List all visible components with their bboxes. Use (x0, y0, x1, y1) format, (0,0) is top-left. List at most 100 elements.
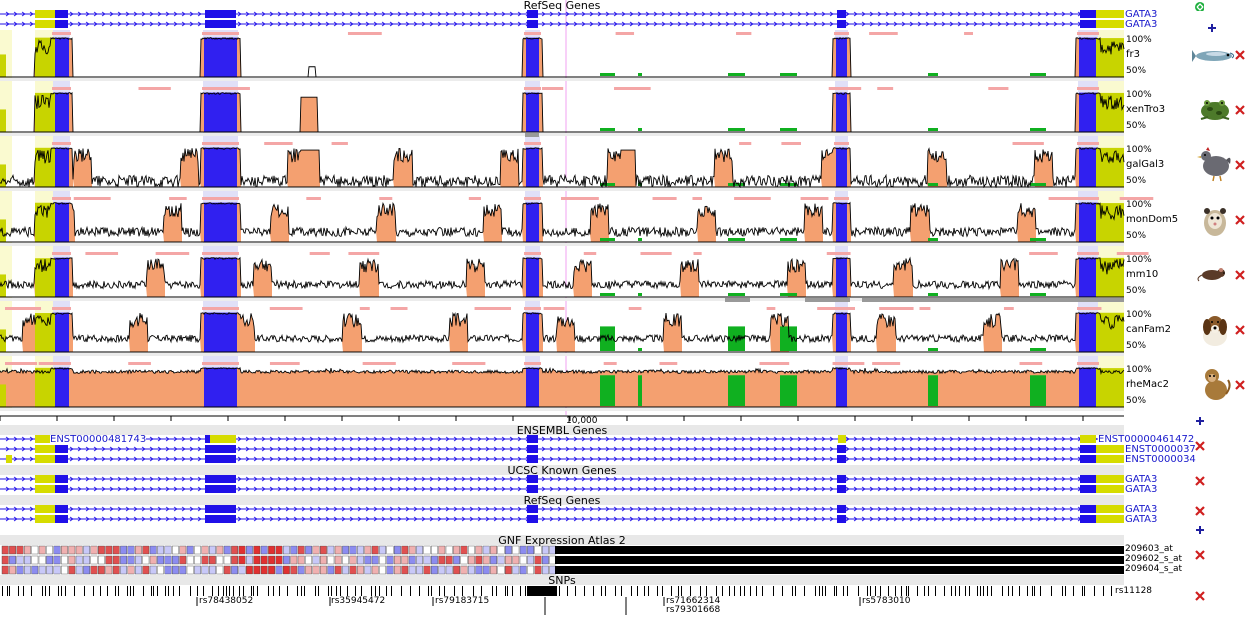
snp-label-1[interactable]: rs78438052 (199, 596, 254, 606)
fr3-exon-peak-0 (54, 37, 69, 77)
ucsc-gene-2[interactable]: GATA3 (1125, 484, 1158, 495)
close-icon-fr3[interactable] (1235, 50, 1245, 60)
species-label-galgal3: galGal3 (1126, 159, 1165, 170)
close-icon-xentro3[interactable] (1235, 105, 1245, 115)
refseq-top-gene-2[interactable]: GATA3 (1125, 19, 1158, 30)
gnf-cell (490, 565, 497, 575)
gnf-cell (75, 565, 83, 575)
gnf-cell (519, 565, 527, 575)
gnf-cell (497, 555, 505, 565)
gnf-cell (238, 565, 246, 575)
gnf-cell (527, 555, 535, 565)
gnf-cell (342, 545, 349, 555)
refseq-bottom-title: RefSeq Genes (523, 494, 601, 507)
gnf-cell (312, 545, 320, 555)
mm10-ecr-bar-5 (640, 252, 672, 255)
close-icon-mm10[interactable] (1235, 270, 1245, 280)
snp-label-2[interactable]: rs35945472 (331, 596, 386, 606)
gnf-cell (231, 565, 238, 575)
close-icon-canfam2[interactable] (1235, 325, 1245, 335)
mouse-icon[interactable] (1196, 266, 1230, 282)
gnf-cell (394, 555, 401, 565)
plus-icon-2[interactable] (1195, 416, 1205, 426)
gnf-probe-1[interactable]: 209603_at (1125, 544, 1173, 554)
close-icon-ensembl[interactable] (1195, 441, 1205, 451)
gnf-cell (31, 555, 39, 565)
refseq-bottom-gene-2[interactable]: GATA3 (1125, 514, 1158, 525)
ensembl-transcript-right-2[interactable]: ENST0000037 (1125, 444, 1196, 455)
close-icon-rhemac2[interactable] (1235, 380, 1245, 390)
snp-label-7[interactable]: rs11128 (1115, 586, 1153, 596)
gnf-cell (142, 555, 150, 565)
canfam2-ncs-3 (928, 348, 938, 351)
canfam2-100pct: 100% (1126, 310, 1152, 320)
frog-icon[interactable] (1198, 95, 1232, 123)
fr3-gap-track (0, 78, 1124, 81)
xentro3-ecr-bar-5 (877, 87, 894, 90)
gnf-cell (134, 555, 142, 565)
fr3-ecr-bar-2 (736, 32, 752, 35)
gnf-cell (334, 565, 342, 575)
gnf-cell (46, 545, 54, 555)
plus-icon-1[interactable] (1207, 23, 1217, 33)
close-icon-gnf[interactable] (1195, 550, 1205, 560)
ensembl-transcript-right-1[interactable]: ENST00000461472 (1098, 434, 1195, 445)
chicken-icon[interactable] (1196, 146, 1232, 182)
gnf-cell (542, 555, 549, 565)
ensembl-tx-1-utr-0 (35, 435, 50, 443)
ensembl-transcript-right-3[interactable]: ENST0000034 (1125, 454, 1196, 465)
gnf-cell (497, 545, 505, 555)
rhemac2-utr-peak-left (0, 384, 6, 407)
gnf-probe-2[interactable]: 209602_s_at (1125, 554, 1183, 564)
ucsc-tx-2-exon-0 (55, 485, 68, 493)
gnf-probe-3[interactable]: 209604_s_at (1125, 564, 1183, 574)
galgal3-ncs-4 (1030, 183, 1046, 186)
snp-label-3[interactable]: rs79183715 (435, 596, 490, 606)
ensembl-tx-1-exon-1 (527, 435, 538, 443)
refseq-top-gene-1[interactable]: GATA3 (1125, 9, 1158, 20)
fish-icon[interactable] (1192, 46, 1236, 66)
ucsc-tx-1-exon-2 (527, 475, 538, 483)
snp-label-6[interactable]: rs5783010 (862, 596, 911, 606)
close-icon-refseq[interactable] (1195, 506, 1205, 516)
gnf-cell (357, 565, 364, 575)
galgal3-ecr-bar-7 (524, 142, 541, 145)
canfam2-ncs-0 (600, 326, 615, 351)
monkey-icon[interactable] (1198, 366, 1232, 402)
dog-icon[interactable] (1198, 312, 1232, 348)
gnf-cell (364, 555, 372, 565)
mm10-gap-1 (725, 298, 750, 302)
gnf-cell (53, 565, 61, 575)
ucsc-tx-1-utr-1 (1096, 475, 1124, 483)
mm10-ecr-bar-13 (834, 252, 849, 255)
gnf-cell (327, 545, 335, 555)
ensembl-transcript-left[interactable]: ENST00000481743 (50, 434, 147, 445)
close-icon-mondom5[interactable] (1235, 215, 1245, 225)
gnf-cell (208, 545, 216, 555)
gnf-cell (305, 565, 312, 575)
gnf-cell (253, 565, 261, 575)
rhemac2-exon-peak-4 (1079, 367, 1097, 407)
plus-icon-3[interactable] (1195, 525, 1205, 535)
close-icon-ucsc[interactable] (1195, 476, 1205, 486)
snp-label-4[interactable]: rs71662314 (666, 596, 721, 606)
galgal3-ecr-bar-3 (781, 142, 801, 145)
close-icon-galgal3[interactable] (1235, 160, 1245, 170)
rhemac2-profile-line (0, 366, 1125, 376)
opossum-icon[interactable] (1200, 204, 1230, 238)
refseq-bottom-tx-2-direction (5, 516, 1122, 522)
close-icon-snps[interactable] (1195, 591, 1205, 601)
rhemac2-ncs-3 (928, 375, 938, 406)
refseq-bottom-gene-1[interactable]: GATA3 (1125, 504, 1158, 515)
mondom5-ecr-bar-1 (169, 197, 187, 200)
snp-label-5[interactable]: rs79301668 (666, 605, 721, 615)
mondom5-ncs-5 (638, 238, 642, 241)
rhemac2-ecr-bar-1 (38, 362, 63, 365)
fr3-exon-peak-2 (526, 37, 539, 77)
ucsc-gene-1[interactable]: GATA3 (1125, 474, 1158, 485)
gnf-cell (61, 565, 68, 575)
gnf-cell (157, 565, 164, 575)
gnf-cell (186, 565, 194, 575)
refseq-bottom-tx-1-direction (5, 506, 1122, 512)
green-arrows-icon[interactable] (1194, 1, 1204, 11)
